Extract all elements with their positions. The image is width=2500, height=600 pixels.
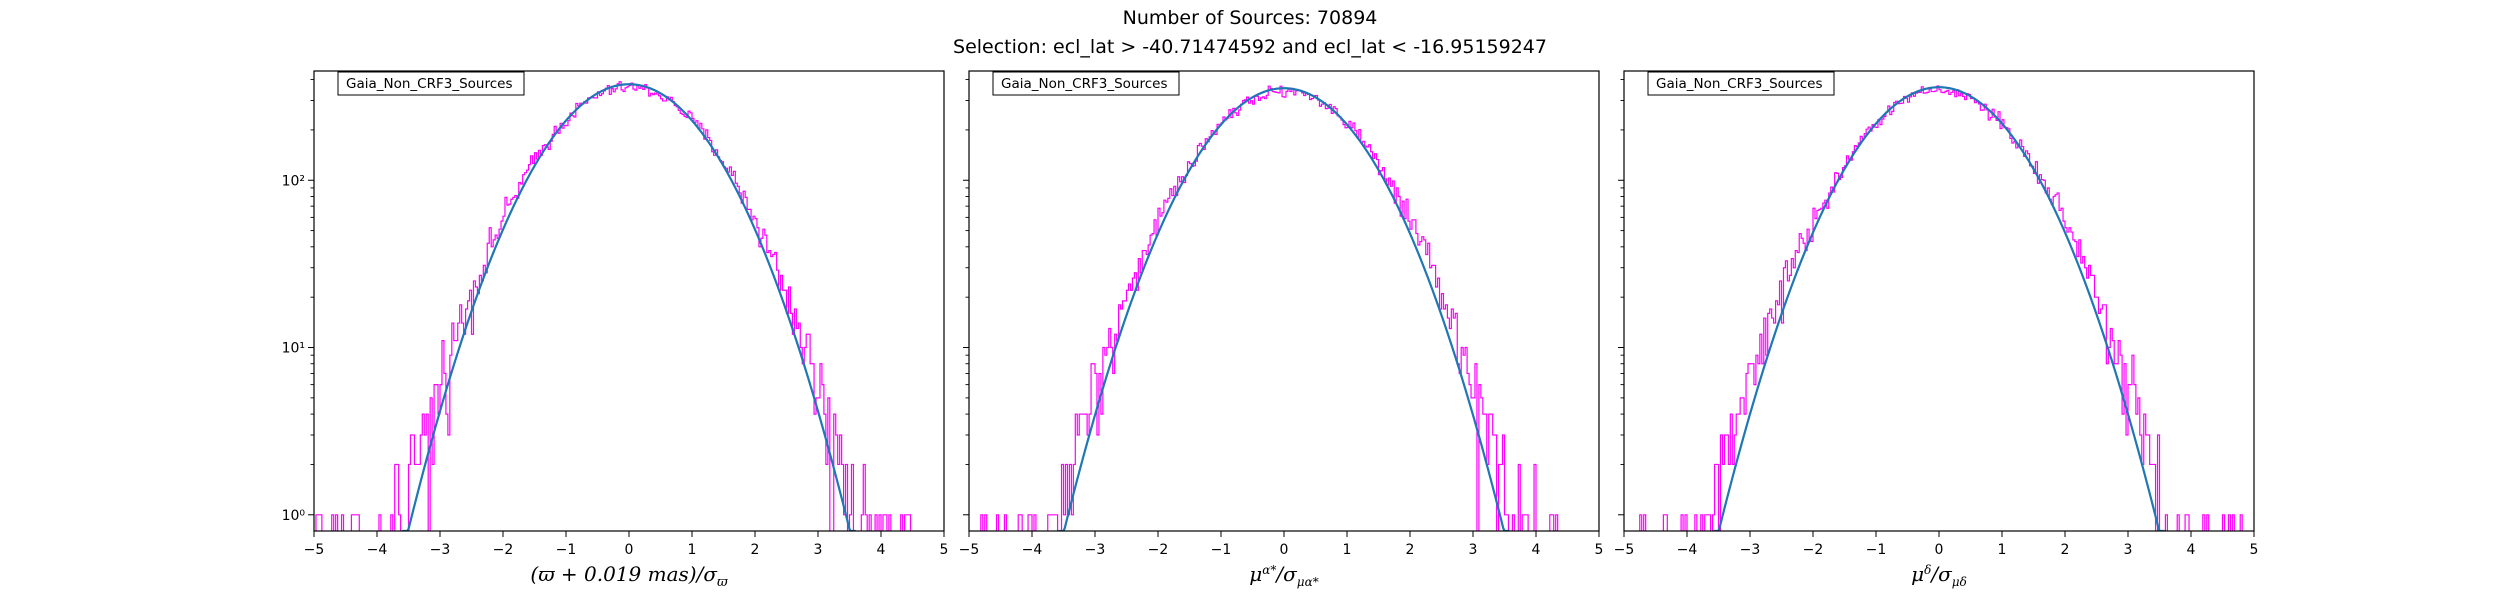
x-axis-label: μδ/σμδ	[1911, 562, 1967, 589]
x-tick-label: −4	[367, 542, 388, 558]
chart-panel-3: −5 −4 −3 −2 −1 0 1 2 3 4 5 Gaia_Non_CRF3_Sources μδ/…	[1614, 70, 2259, 589]
x-axis-label-part: ϖ	[717, 575, 728, 590]
x-tick-label: 4	[1532, 542, 1541, 558]
x-tick-label: −4	[1022, 542, 1043, 558]
histogram-series	[315, 81, 912, 531]
plot-area	[315, 81, 912, 531]
gaussian-fit-series	[1713, 86, 2165, 531]
legend-box	[992, 71, 1180, 96]
gaussian-fit-series	[402, 83, 856, 531]
legend-box	[1647, 71, 1835, 96]
x-axis-label-part: δ	[1924, 563, 1931, 577]
x-axis-label: (ϖ + 0.019 mas)/σϖ	[530, 562, 728, 590]
legend-label: Gaia_Non_CRF3_Sources	[1001, 76, 1167, 92]
x-axis-label-part: (ϖ + 0.019 mas)/σ	[530, 562, 718, 586]
histogram-series	[980, 85, 1559, 531]
x-tick-label: 3	[1469, 542, 1478, 558]
x-tick-label: 5	[1595, 542, 1604, 558]
x-tick-label: 5	[2250, 542, 2259, 558]
x-tick-label: 5	[940, 542, 949, 558]
x-tick-label: 3	[814, 542, 823, 558]
x-tick-label: 2	[1406, 542, 1415, 558]
x-tick-label: 3	[2124, 542, 2133, 558]
x-tick-label: 2	[751, 542, 760, 558]
x-tick-label: −5	[304, 542, 325, 558]
y-tick-label: 10²	[282, 173, 305, 189]
x-tick-label: 1	[1998, 542, 2007, 558]
x-tick-label: −2	[493, 542, 514, 558]
x-axis-label-part: μα*	[1297, 575, 1319, 589]
histogram-series	[1639, 85, 2243, 531]
x-tick-label: 0	[625, 542, 634, 558]
x-tick-label: 2	[2061, 542, 2070, 558]
plot-area	[1639, 85, 2243, 531]
chart-panel-1: −5 −4 −3 −2 −1 0 1 2 3 4 5 10⁰ 10¹ 10² Gaia_Non_CRF3_S…	[282, 70, 949, 590]
x-tick-label: −5	[959, 542, 980, 558]
legend-box	[337, 71, 525, 96]
y-tick-label: 10¹	[282, 341, 305, 357]
x-tick-label: 4	[2187, 542, 2196, 558]
x-tick-label: −1	[1866, 542, 1887, 558]
axes-frame	[313, 70, 945, 532]
x-tick-label: −4	[1677, 542, 1698, 558]
x-tick-label: 0	[1935, 542, 1944, 558]
x-tick-label: 1	[1343, 542, 1352, 558]
x-tick-label: 1	[688, 542, 697, 558]
x-tick-label: −2	[1148, 542, 1169, 558]
x-tick-label: −3	[1085, 542, 1106, 558]
x-axis-label-part: μ	[1249, 562, 1262, 586]
x-axis-label-part: μ	[1911, 562, 1924, 586]
panels: −5 −4 −3 −2 −1 0 1 2 3 4 5 10⁰ 10¹ 10² Gaia_Non_CRF3_S…	[282, 70, 2259, 590]
x-tick-label: −3	[430, 542, 451, 558]
x-axis-label-part: μδ	[1952, 575, 1967, 589]
x-tick-label: −1	[556, 542, 577, 558]
x-tick-label: −5	[1614, 542, 1635, 558]
legend-label: Gaia_Non_CRF3_Sources	[346, 76, 512, 92]
x-tick-label: 4	[877, 542, 886, 558]
chart-panel-2: −5 −4 −3 −2 −1 0 1 2 3 4 5 Gaia_Non_CRF3_Sources μα*…	[959, 70, 1604, 589]
x-axis-label-part: α*	[1262, 563, 1276, 577]
y-tick-label: 10⁰	[282, 508, 306, 524]
x-tick-label: 0	[1280, 542, 1289, 558]
x-tick-label: −2	[1803, 542, 1824, 558]
plot-area	[980, 85, 1559, 531]
x-tick-label: −3	[1740, 542, 1761, 558]
figure-title-line1: Number of Sources: 70894	[1123, 7, 1378, 29]
x-axis-label-part: /σ	[1929, 562, 1953, 586]
x-tick-label: −1	[1211, 542, 1232, 558]
legend-label: Gaia_Non_CRF3_Sources	[1656, 76, 1822, 92]
x-axis-label-part: /σ	[1274, 562, 1298, 586]
gaussian-fit-series	[1058, 87, 1510, 531]
figure-title-line2: Selection: ecl_lat > -40.71474592 and ec…	[953, 36, 1547, 58]
x-axis-label: μα*/σμα*	[1249, 562, 1318, 589]
